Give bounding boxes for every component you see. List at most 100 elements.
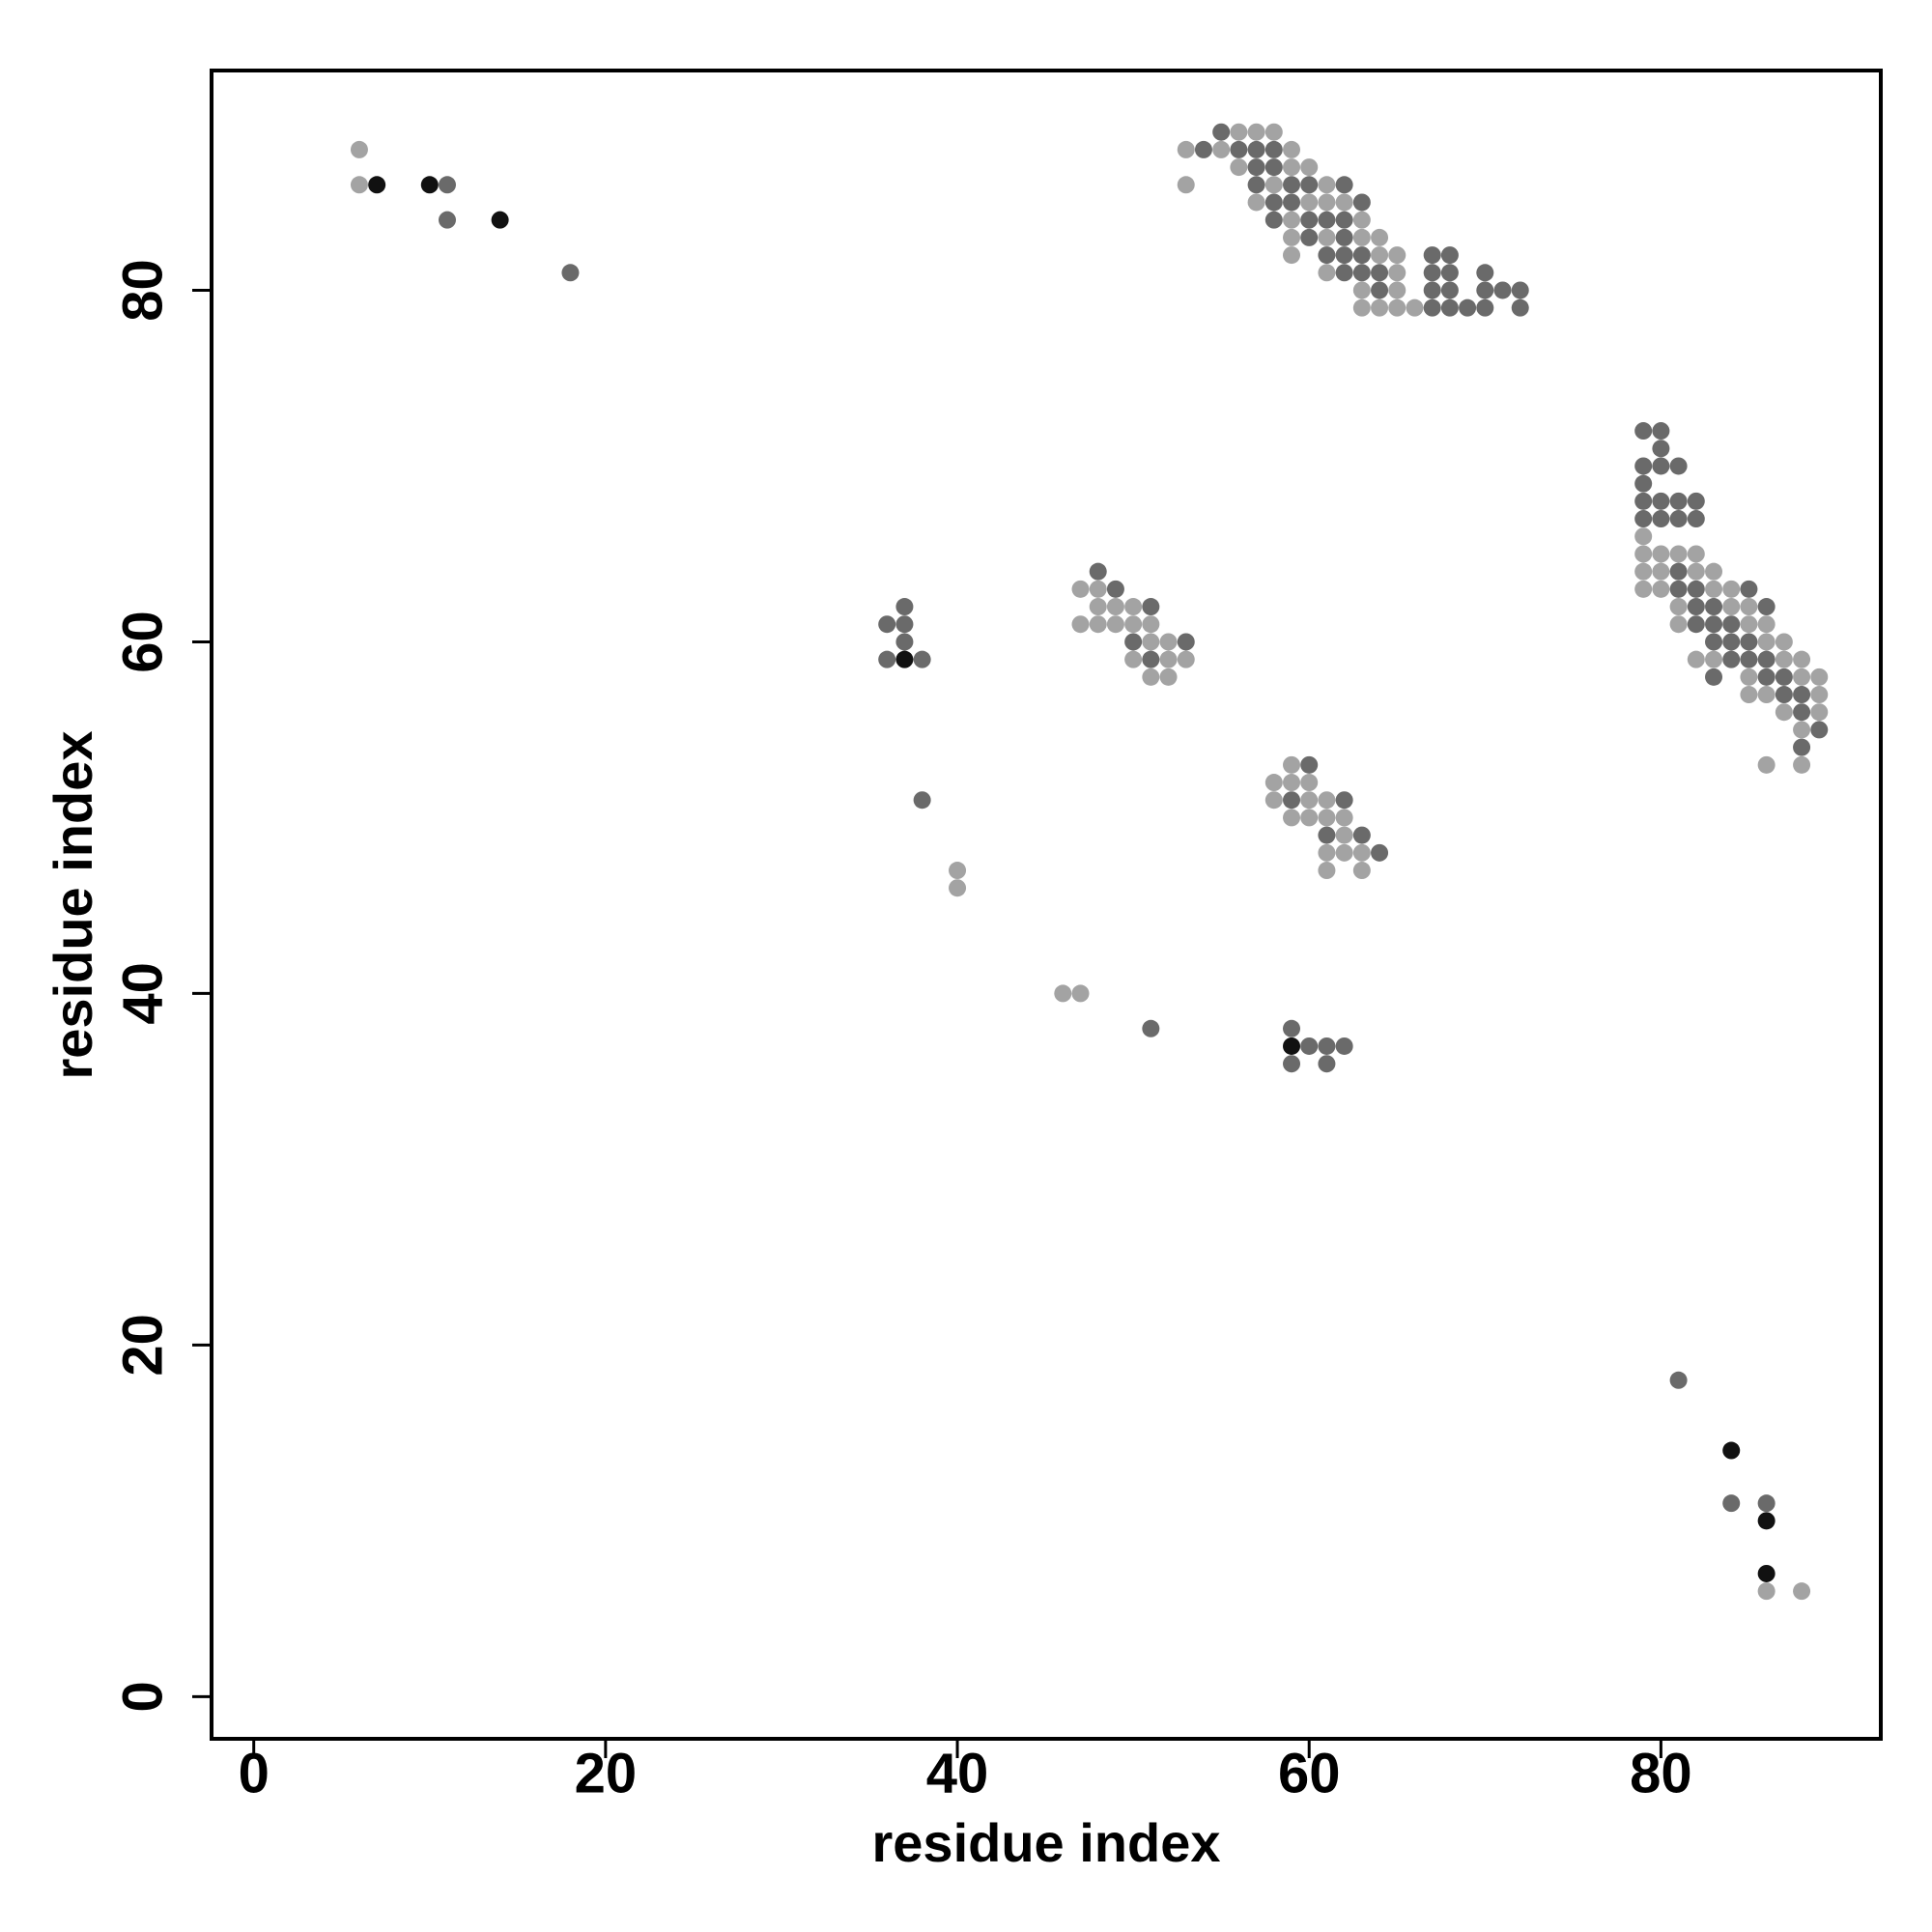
point [1142,1019,1160,1037]
x-tick-label: 20 [575,1742,638,1804]
point [1212,140,1231,158]
x-axis-title: residue index [871,1812,1220,1873]
y-tick-label: 60 [111,611,174,673]
point [1793,668,1811,686]
point [1440,246,1459,265]
point [913,650,931,668]
point [1740,668,1758,686]
point [1757,686,1776,704]
x-tick-label: 80 [1630,1742,1692,1804]
point [1371,298,1389,317]
point [1318,1055,1336,1073]
point [1142,650,1160,668]
point [895,598,914,616]
point [913,791,931,810]
point [1318,862,1336,880]
point [1687,545,1705,563]
point [1810,686,1829,704]
point [878,650,896,668]
point [1283,246,1301,265]
point [1757,650,1776,668]
point [1264,791,1283,810]
point [1722,633,1741,651]
point [1652,562,1670,581]
point [1459,298,1477,317]
point [1793,738,1811,756]
plot-frame [210,69,1883,1741]
point [1687,492,1705,510]
y-tick-label: 0 [111,1681,174,1712]
point [1283,1055,1301,1073]
y-tick-label: 40 [111,962,174,1025]
point [1687,615,1705,634]
point [1705,668,1723,686]
point [1388,281,1406,299]
point [1335,1037,1353,1055]
point [1318,826,1336,844]
point [1230,123,1248,141]
point [1283,1037,1301,1055]
point [1371,264,1389,282]
point [1124,598,1143,616]
point [1300,1037,1319,1055]
point [1423,246,1441,265]
point [1476,264,1494,282]
point [1352,843,1371,862]
point [1669,510,1688,528]
point [1687,580,1705,598]
point [1106,615,1124,634]
point [1071,984,1090,1003]
x-tick-label: 0 [239,1742,270,1804]
point [1300,193,1319,212]
point [1283,774,1301,792]
point [1722,1441,1741,1460]
point [1352,264,1371,282]
point [1300,755,1319,774]
point [350,176,368,194]
point [1071,580,1090,598]
point [1371,281,1389,299]
point [1124,633,1143,651]
point [1318,791,1336,810]
point [1634,580,1653,598]
point [1335,193,1353,212]
point [1352,826,1371,844]
point [1177,176,1195,194]
point [1722,580,1741,598]
point [1634,457,1653,475]
point [1124,650,1143,668]
point [1757,1564,1776,1582]
point [1318,176,1336,194]
point [1775,686,1793,704]
point [1810,668,1829,686]
point [1283,755,1301,774]
point [1793,1582,1811,1601]
point [1705,650,1723,668]
point [1089,580,1107,598]
point [1669,562,1688,581]
point [1634,510,1653,528]
point [1283,176,1301,194]
point [1371,228,1389,246]
point [1722,650,1741,668]
point [1194,140,1212,158]
point [350,140,368,158]
point [1722,598,1741,616]
point [1793,686,1811,704]
point [1740,686,1758,704]
point [1423,298,1441,317]
point [1440,298,1459,317]
point [1423,281,1441,299]
point [1106,598,1124,616]
point [1388,246,1406,265]
point [1775,650,1793,668]
point [1335,246,1353,265]
point [1318,211,1336,229]
point [1352,193,1371,212]
point [1283,1019,1301,1037]
point [1705,615,1723,634]
point [1352,281,1371,299]
point [1159,668,1178,686]
point [1264,176,1283,194]
